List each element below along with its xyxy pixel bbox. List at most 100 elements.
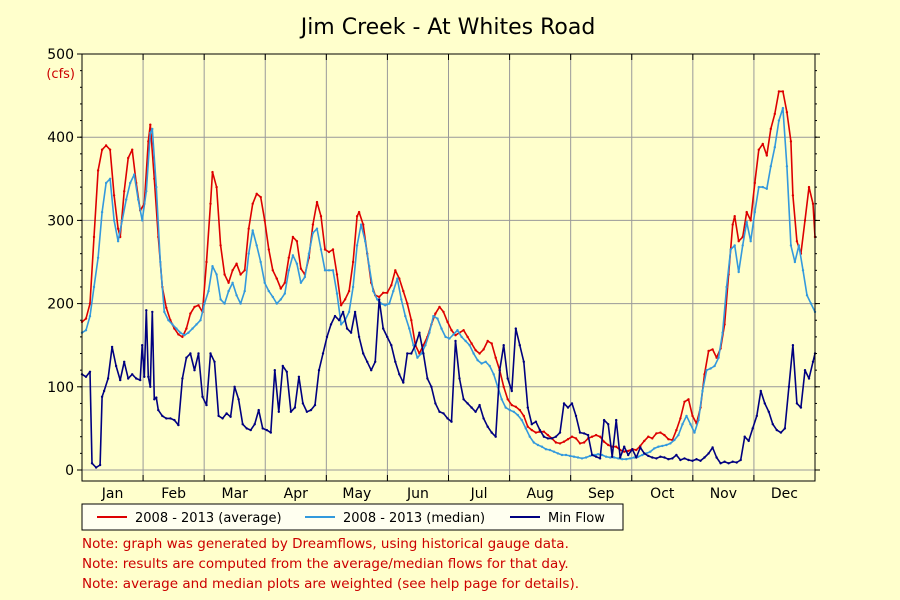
data-point — [207, 289, 210, 293]
data-point — [100, 395, 104, 398]
data-point — [809, 302, 813, 305]
data-point — [450, 420, 453, 423]
data-point — [165, 417, 168, 420]
data-point — [315, 200, 319, 204]
data-point — [347, 310, 351, 314]
data-point — [335, 292, 339, 295]
data-point — [811, 360, 815, 363]
data-point — [104, 181, 108, 185]
y-unit-label: (cfs) — [46, 67, 75, 82]
data-point — [775, 428, 778, 432]
data-point — [131, 148, 134, 151]
data-point — [500, 398, 503, 401]
data-point — [287, 256, 290, 259]
data-point — [653, 447, 656, 450]
data-point — [727, 462, 730, 465]
data-point — [590, 435, 594, 438]
data-point — [691, 414, 694, 418]
data-point — [703, 456, 706, 459]
data-point — [717, 356, 720, 359]
data-point — [179, 331, 182, 334]
data-point — [426, 377, 429, 380]
data-point — [494, 435, 497, 438]
data-point — [562, 402, 566, 405]
data-point — [323, 248, 327, 251]
data-point — [94, 466, 98, 469]
data-point — [149, 385, 152, 388]
data-point — [795, 402, 799, 405]
data-point — [472, 352, 475, 355]
data-point — [259, 260, 262, 264]
data-point — [135, 377, 138, 380]
data-point — [735, 461, 738, 464]
data-point — [398, 277, 401, 280]
data-point — [715, 456, 718, 459]
data-point — [313, 403, 317, 407]
data-point — [247, 227, 250, 230]
data-point — [331, 248, 335, 251]
data-point — [528, 435, 531, 438]
data-point — [572, 455, 576, 458]
data-point — [733, 215, 736, 218]
data-point — [251, 202, 254, 205]
data-point — [759, 389, 762, 393]
data-point — [347, 289, 351, 293]
data-point — [112, 194, 116, 197]
grid-lines — [82, 53, 815, 481]
chart-title: Jim Creek - At Whites Road — [299, 15, 596, 40]
data-point — [711, 348, 714, 351]
data-point — [590, 453, 594, 457]
data-point — [422, 344, 425, 347]
data-point — [663, 456, 666, 459]
data-point — [341, 310, 345, 314]
data-point — [753, 210, 756, 214]
data-point — [635, 456, 638, 459]
data-point — [683, 400, 686, 403]
data-point — [510, 403, 513, 407]
data-point — [406, 302, 409, 305]
data-point — [357, 210, 361, 214]
data-point — [102, 389, 106, 393]
data-point — [649, 450, 652, 453]
data-point — [275, 277, 278, 280]
data-point — [769, 165, 772, 168]
data-point — [689, 423, 692, 426]
data-point — [175, 327, 178, 330]
data-point — [757, 185, 760, 189]
data-point — [374, 360, 377, 363]
data-point — [791, 344, 795, 347]
data-point — [647, 454, 650, 458]
data-point — [520, 418, 523, 422]
data-point — [602, 418, 606, 422]
data-point — [641, 453, 644, 457]
data-point — [139, 378, 142, 382]
data-point — [755, 414, 758, 418]
data-point — [243, 289, 246, 293]
data-point — [287, 269, 290, 272]
data-point — [478, 352, 481, 355]
data-point — [661, 444, 664, 448]
data-point — [791, 194, 795, 197]
data-point — [269, 431, 272, 434]
note-2: Note: results are computed from the aver… — [82, 556, 569, 572]
data-point — [319, 248, 323, 251]
data-point — [486, 339, 489, 343]
data-point — [767, 410, 770, 413]
data-point — [462, 398, 465, 401]
data-point — [253, 423, 256, 426]
data-point — [574, 414, 578, 418]
data-point — [233, 385, 236, 388]
data-point — [215, 185, 218, 189]
data-point — [438, 410, 441, 413]
data-point — [311, 223, 315, 226]
data-point — [129, 181, 132, 185]
data-point — [283, 281, 286, 284]
note-3: Note: average and median plots are weigh… — [82, 576, 580, 592]
data-point — [506, 398, 509, 401]
data-point — [679, 417, 682, 420]
legend-label-3: Min Flow — [548, 511, 605, 526]
data-point — [362, 352, 365, 355]
data-point — [297, 375, 301, 378]
data-point — [462, 329, 465, 332]
data-point — [319, 215, 323, 218]
